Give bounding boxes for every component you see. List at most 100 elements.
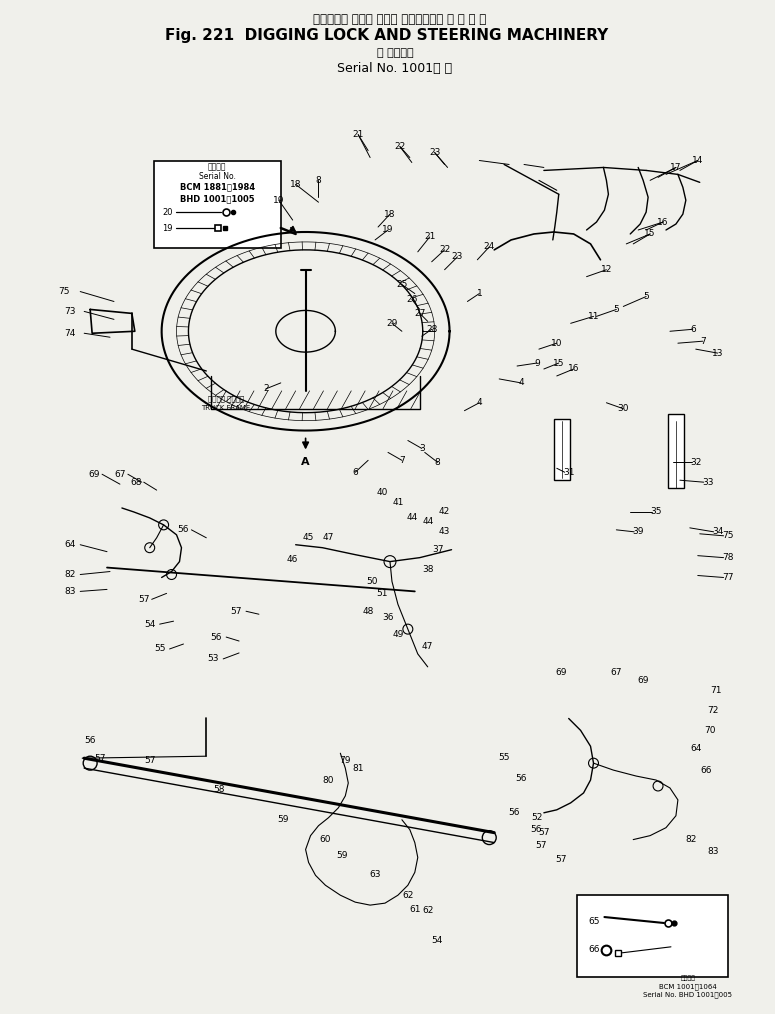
Text: Serial No.: Serial No. bbox=[199, 172, 236, 180]
Text: 40: 40 bbox=[377, 488, 388, 497]
Text: 24: 24 bbox=[484, 242, 495, 251]
Text: 27: 27 bbox=[414, 309, 425, 318]
Text: 83: 83 bbox=[64, 587, 76, 596]
Text: BHD 1001～1005: BHD 1001～1005 bbox=[180, 195, 254, 204]
Text: 35: 35 bbox=[650, 507, 662, 516]
Text: 56: 56 bbox=[515, 774, 527, 783]
Text: 82: 82 bbox=[64, 570, 76, 579]
Text: 29: 29 bbox=[386, 318, 398, 328]
Text: 37: 37 bbox=[432, 546, 443, 555]
Text: 56: 56 bbox=[177, 525, 189, 534]
Text: 26: 26 bbox=[406, 295, 418, 304]
Text: 28: 28 bbox=[426, 324, 437, 334]
Text: 17: 17 bbox=[670, 163, 682, 172]
Text: 65: 65 bbox=[589, 917, 601, 926]
Text: 18: 18 bbox=[384, 210, 396, 219]
Text: 57: 57 bbox=[144, 755, 156, 765]
Text: 54: 54 bbox=[144, 620, 156, 629]
Text: 44: 44 bbox=[422, 517, 433, 526]
Text: 48: 48 bbox=[363, 606, 374, 615]
Text: 52: 52 bbox=[531, 813, 542, 822]
Text: Fig. 221  DIGGING LOCK AND STEERING MACHINERY: Fig. 221 DIGGING LOCK AND STEERING MACHI… bbox=[165, 28, 608, 43]
Text: 22: 22 bbox=[439, 245, 450, 255]
Text: 75: 75 bbox=[722, 531, 733, 540]
Text: 10: 10 bbox=[551, 339, 563, 348]
Text: 56: 56 bbox=[211, 633, 222, 642]
Text: 4: 4 bbox=[518, 378, 524, 387]
Text: 69: 69 bbox=[555, 668, 567, 677]
Text: 6: 6 bbox=[353, 467, 358, 477]
Text: 49: 49 bbox=[392, 630, 404, 639]
Text: 21: 21 bbox=[424, 232, 436, 241]
Text: トラック フレーム: トラック フレーム bbox=[208, 395, 244, 403]
Text: 54: 54 bbox=[431, 936, 443, 945]
Text: 56: 56 bbox=[508, 808, 520, 817]
Text: 80: 80 bbox=[322, 776, 334, 785]
Text: 39: 39 bbox=[632, 527, 644, 536]
Text: 6: 6 bbox=[690, 324, 696, 334]
Bar bbox=[153, 160, 281, 247]
Text: 1: 1 bbox=[477, 289, 482, 298]
Text: 74: 74 bbox=[64, 329, 76, 338]
Text: TRUCK FRAME: TRUCK FRAME bbox=[202, 405, 251, 411]
Text: 81: 81 bbox=[353, 764, 364, 773]
Text: 57: 57 bbox=[536, 841, 546, 850]
Text: 42: 42 bbox=[439, 507, 450, 516]
Text: 57: 57 bbox=[95, 753, 106, 763]
Text: 16: 16 bbox=[568, 364, 580, 373]
Text: 31: 31 bbox=[563, 467, 574, 477]
Text: 8: 8 bbox=[435, 458, 440, 466]
Text: 14: 14 bbox=[692, 156, 704, 165]
Text: A: A bbox=[301, 457, 310, 467]
Bar bbox=[577, 895, 728, 976]
Text: BCM 1001～1064: BCM 1001～1064 bbox=[659, 984, 717, 990]
Text: 58: 58 bbox=[213, 786, 225, 794]
Text: 適用号機: 適用号機 bbox=[680, 975, 695, 982]
Text: ディギング ロック および ステアリング マ シ ナ リ: ディギング ロック および ステアリング マ シ ナ リ bbox=[313, 13, 487, 26]
Text: 63: 63 bbox=[370, 870, 381, 879]
Text: 56: 56 bbox=[84, 736, 96, 745]
Text: 9: 9 bbox=[534, 359, 540, 367]
Text: 30: 30 bbox=[618, 405, 629, 414]
Text: 5: 5 bbox=[614, 305, 619, 314]
Text: 16: 16 bbox=[657, 218, 669, 226]
Bar bbox=[554, 419, 570, 481]
Text: 50: 50 bbox=[367, 577, 378, 586]
Text: 62: 62 bbox=[402, 890, 414, 899]
Text: 57: 57 bbox=[230, 606, 242, 615]
Text: 47: 47 bbox=[322, 533, 334, 542]
Text: 72: 72 bbox=[707, 706, 718, 715]
Text: 13: 13 bbox=[712, 349, 723, 358]
Text: 67: 67 bbox=[114, 469, 126, 479]
Text: 57: 57 bbox=[138, 595, 150, 603]
Text: 43: 43 bbox=[439, 527, 450, 536]
Text: 2: 2 bbox=[263, 384, 269, 393]
Text: 38: 38 bbox=[422, 565, 433, 574]
Text: 83: 83 bbox=[707, 847, 718, 856]
Text: BCM 1881～1984: BCM 1881～1984 bbox=[180, 183, 255, 192]
Text: 57: 57 bbox=[555, 855, 567, 864]
Text: 25: 25 bbox=[396, 280, 408, 289]
Text: 67: 67 bbox=[611, 668, 622, 677]
Text: 70: 70 bbox=[704, 726, 715, 735]
Text: 82: 82 bbox=[685, 836, 697, 844]
Text: 46: 46 bbox=[287, 555, 298, 564]
Text: 適用号機: 適用号機 bbox=[208, 162, 226, 171]
Text: 64: 64 bbox=[64, 540, 76, 550]
Text: 32: 32 bbox=[690, 458, 701, 466]
Text: 79: 79 bbox=[339, 755, 351, 765]
Text: 57: 57 bbox=[538, 828, 549, 838]
Text: 69: 69 bbox=[637, 676, 649, 685]
Text: （ 適用号機: （ 適用号機 bbox=[377, 49, 413, 58]
Text: 15: 15 bbox=[553, 359, 564, 367]
Text: 55: 55 bbox=[498, 752, 510, 762]
Text: 66: 66 bbox=[589, 945, 601, 954]
Text: 22: 22 bbox=[394, 142, 405, 151]
Text: 64: 64 bbox=[690, 743, 701, 752]
Text: 19: 19 bbox=[162, 223, 173, 232]
Text: 5: 5 bbox=[643, 292, 649, 301]
Text: 21: 21 bbox=[353, 130, 364, 139]
Text: 4: 4 bbox=[477, 399, 482, 408]
Text: 36: 36 bbox=[382, 612, 394, 622]
Text: 23: 23 bbox=[429, 148, 440, 157]
